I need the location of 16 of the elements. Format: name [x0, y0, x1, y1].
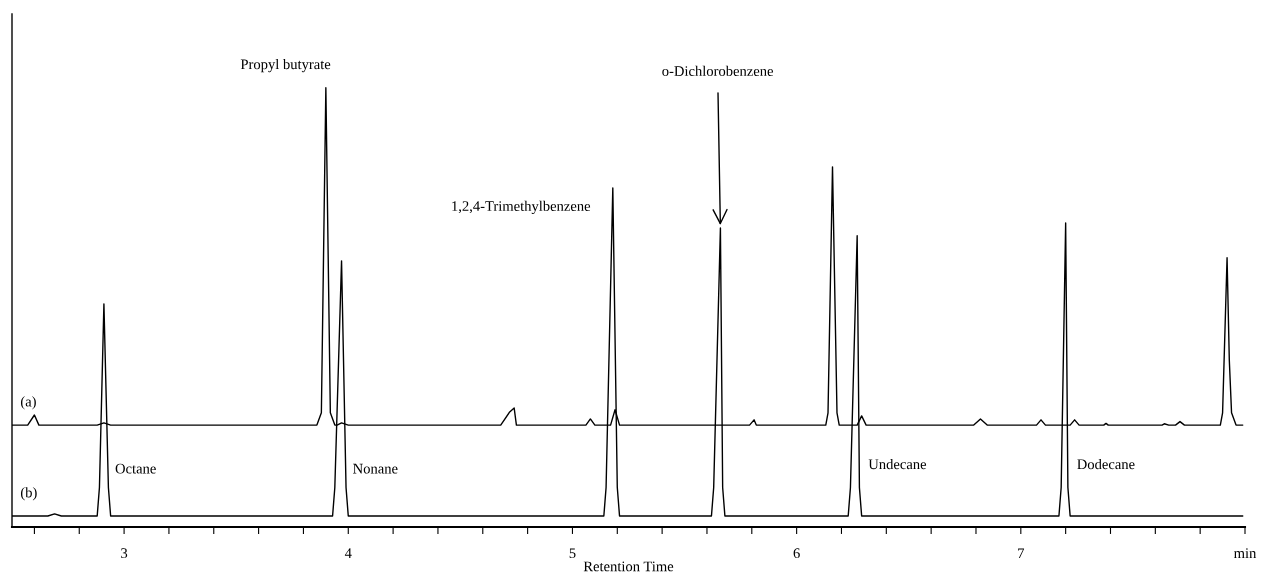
- annotation: Propyl butyrate: [240, 58, 331, 73]
- annotation: Octane: [115, 463, 156, 474]
- x-tick-label: 4: [344, 548, 352, 558]
- x-tick-label: 5: [569, 548, 576, 559]
- x-tick-label: 6: [793, 548, 800, 559]
- annotation: Nonane: [353, 463, 398, 474]
- series-label: (b): [20, 487, 37, 501]
- annotation: Undecane: [868, 458, 927, 470]
- series-label: (a): [20, 396, 36, 410]
- x-tick-label: min: [1233, 548, 1257, 558]
- x-tick-label: 3: [121, 548, 128, 559]
- annotation: 1,2,4-Trimethylbenzene: [452, 200, 591, 215]
- annotation: o-Dichlorobenzene: [662, 65, 774, 76]
- annotation: Dodecane: [1077, 458, 1135, 470]
- x-tick-label: 7: [1018, 548, 1025, 558]
- x-axis-title: Retention Time: [583, 561, 674, 572]
